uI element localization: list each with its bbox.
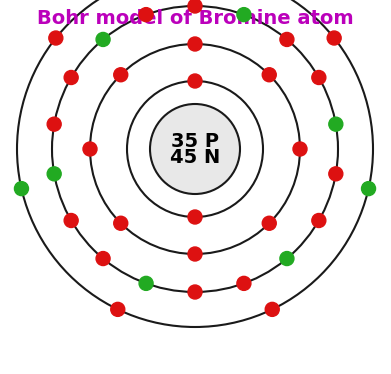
Circle shape [188,247,202,261]
Circle shape [47,117,61,131]
Circle shape [139,7,153,22]
Circle shape [329,167,343,181]
Circle shape [188,210,202,224]
Circle shape [47,167,61,181]
Circle shape [280,33,294,46]
Circle shape [237,7,251,22]
Text: Bohr model of Bromine atom: Bohr model of Bromine atom [37,9,354,28]
Circle shape [237,276,251,290]
Circle shape [312,71,326,85]
Circle shape [262,68,276,82]
Circle shape [265,302,279,316]
Circle shape [14,182,29,196]
Circle shape [96,33,110,46]
Circle shape [280,252,294,266]
Text: 35 P: 35 P [171,132,219,150]
Circle shape [188,37,202,51]
Circle shape [150,104,240,194]
Circle shape [139,276,153,290]
Circle shape [312,214,326,227]
Circle shape [83,142,97,156]
Circle shape [262,216,276,230]
Circle shape [327,31,341,45]
Circle shape [96,252,110,266]
Circle shape [188,74,202,88]
Text: 45 N: 45 N [170,147,220,166]
Circle shape [64,71,78,85]
Circle shape [362,182,375,196]
Circle shape [188,0,202,13]
Circle shape [49,31,63,45]
Circle shape [293,142,307,156]
Circle shape [114,68,128,82]
Circle shape [64,214,78,227]
Circle shape [114,216,128,230]
Circle shape [188,285,202,299]
Circle shape [329,117,343,131]
Circle shape [111,302,125,316]
